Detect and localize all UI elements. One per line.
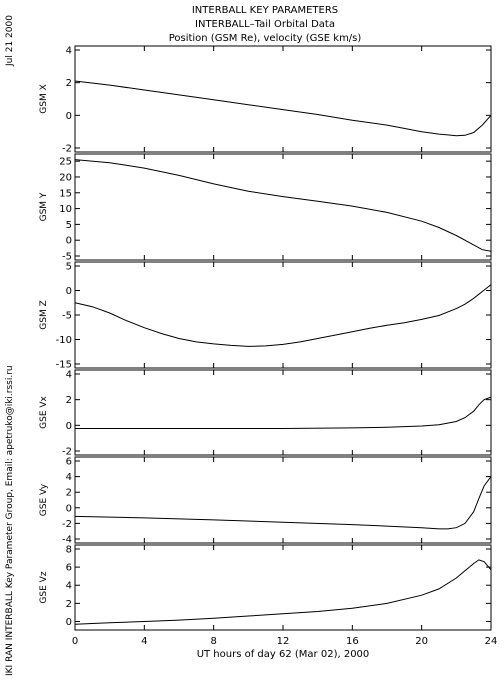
series-line — [75, 396, 492, 429]
panel-gse-vx: -2 0 2 4 GSE Vx — [39, 369, 492, 458]
panel-gsm-z: -15 -10 -5 0 5 GSM Z — [39, 261, 492, 371]
x-tick-label: 0 — [72, 636, 78, 647]
y-tick-label: 4 — [66, 581, 72, 592]
series-line — [74, 80, 492, 137]
y-tick-label: 0 — [66, 286, 72, 297]
panel-frame — [74, 45, 492, 153]
y-tick-label: 8 — [66, 545, 72, 556]
y-tick-label: 2 — [66, 395, 72, 406]
y-tick-label: 4 — [66, 472, 72, 483]
y-tick-label: 6 — [66, 563, 72, 574]
y-tick-label: 2 — [66, 488, 72, 499]
y-tick-label: -5 — [62, 311, 72, 322]
date-label: Jul 21 2000 — [5, 15, 15, 67]
x-tick-label: 20 — [415, 636, 428, 647]
y-tick-label: 4 — [66, 46, 72, 57]
y-axis-label: GSM Z — [39, 300, 49, 329]
title-line-2: INTERBALL–Tail Orbital Data — [195, 19, 335, 30]
x-axis-label: UT hours of day 62 (Mar 02), 2000 — [197, 649, 370, 660]
x-tick-label: 4 — [141, 636, 147, 647]
credit-label: IKI RAN INTERBALL Key Parameter Group, E… — [5, 365, 15, 676]
y-tick-label: -4 — [62, 535, 72, 546]
panel-gsm-x: -2 0 2 4 GSM X — [39, 45, 492, 155]
series-line — [74, 284, 492, 347]
y-axis-label: GSM Y — [39, 192, 49, 221]
y-axis-label: GSE Vz — [39, 571, 49, 603]
y-tick-label: 0 — [66, 236, 72, 247]
y-tick-label: 2 — [66, 78, 72, 89]
y-tick-label: 0 — [66, 111, 72, 122]
y-axis-label: GSM X — [39, 84, 49, 113]
y-tick-label: 25 — [59, 157, 72, 168]
y-tick-label: 4 — [66, 370, 72, 381]
x-tick-label: 12 — [277, 636, 290, 647]
y-tick-label: 0 — [66, 503, 72, 514]
panel-gse-vy: -4 -2 0 2 4 6 GSE Vy — [39, 456, 492, 546]
panel-frame — [74, 153, 492, 261]
panel-gsm-y: -5 0 5 10 15 20 25 GSM Y — [39, 153, 492, 263]
x-tick-label: 16 — [346, 636, 359, 647]
x-tick-label: 8 — [210, 636, 216, 647]
y-tick-label: -15 — [56, 360, 72, 371]
x-tick-label: 24 — [485, 636, 498, 647]
y-tick-label: 5 — [66, 220, 72, 231]
y-tick-label: 15 — [59, 188, 72, 199]
panel-frame — [74, 261, 492, 369]
title-line-1: INTERBALL KEY PARAMETERS — [192, 5, 338, 16]
series-line — [74, 476, 492, 530]
y-tick-label: 6 — [66, 457, 72, 468]
panel-gse-vz: 0 2 4 6 8 GSE Vz — [39, 544, 492, 631]
y-tick-label: 10 — [59, 204, 72, 215]
y-tick-label: 2 — [66, 599, 72, 610]
x-axis: 0 4 8 12 16 20 24 UT hours of day 62 (Mar 02), … — [72, 636, 498, 660]
y-tick-label: 0 — [66, 617, 72, 628]
y-tick-label: -5 — [62, 252, 72, 263]
panel-frame — [74, 369, 492, 456]
y-tick-label: -2 — [62, 519, 72, 530]
y-tick-label: -2 — [62, 447, 72, 458]
series-line — [74, 159, 492, 252]
y-axis-label: GSE Vx — [39, 395, 49, 428]
y-tick-label: 0 — [66, 421, 72, 432]
y-tick-label: -2 — [62, 144, 72, 155]
title-line-3: Position (GSM Re), velocity (GSE km/s) — [169, 33, 362, 44]
y-axis-label: GSE Vy — [39, 483, 49, 516]
y-tick-label: -10 — [56, 335, 72, 346]
series-line — [74, 559, 492, 625]
y-tick-label: 5 — [66, 262, 72, 273]
panel-frame — [74, 456, 492, 544]
panel-frame — [74, 544, 492, 631]
y-tick-label: 20 — [59, 172, 72, 183]
